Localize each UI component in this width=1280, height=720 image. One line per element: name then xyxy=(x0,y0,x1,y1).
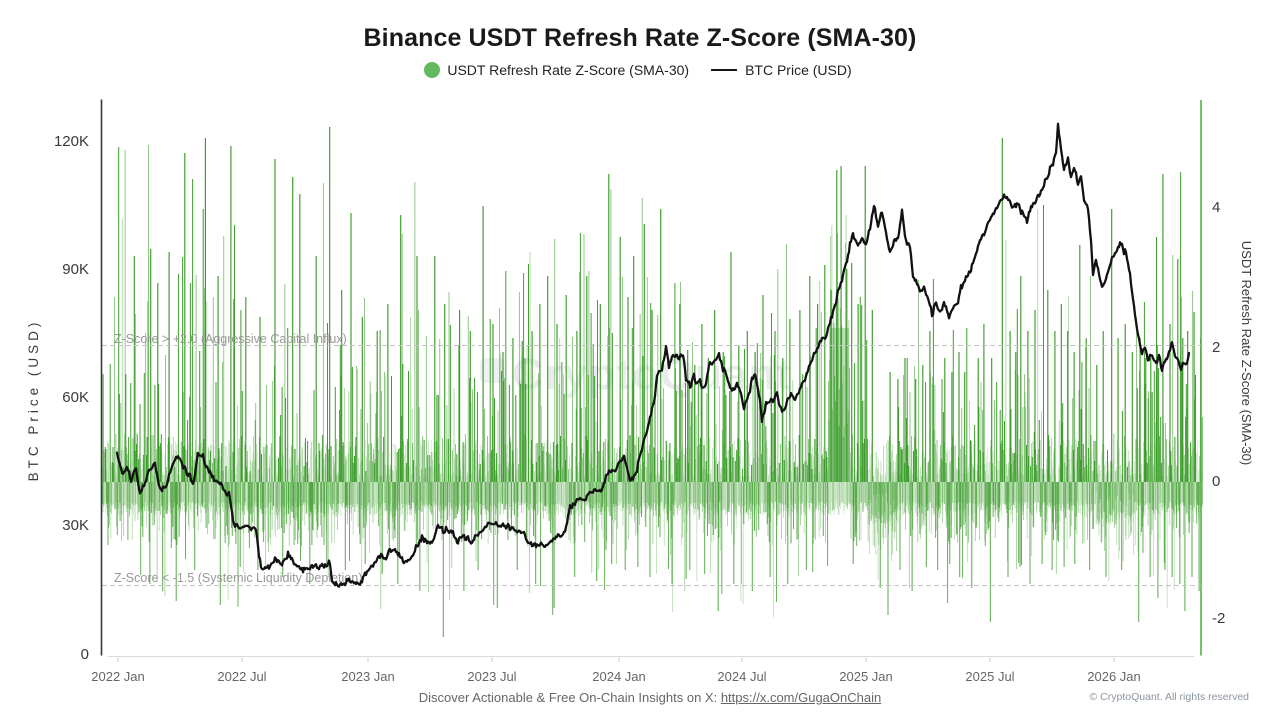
svg-text:0: 0 xyxy=(81,646,89,663)
svg-text:30K: 30K xyxy=(62,517,89,534)
svg-text:2024 Jan: 2024 Jan xyxy=(592,669,646,684)
svg-text:90K: 90K xyxy=(62,261,89,278)
svg-text:2023 Jul: 2023 Jul xyxy=(467,669,516,684)
svg-text:2025 Jan: 2025 Jan xyxy=(839,669,893,684)
svg-text:2022 Jan: 2022 Jan xyxy=(91,669,145,684)
svg-text:2: 2 xyxy=(1212,339,1220,356)
svg-text:120K: 120K xyxy=(54,133,89,150)
svg-text:0: 0 xyxy=(1212,473,1220,490)
svg-text:2025 Jul: 2025 Jul xyxy=(965,669,1014,684)
svg-text:2022 Jul: 2022 Jul xyxy=(217,669,266,684)
svg-text:Z-Score < -1.5 (Systemic Liqui: Z-Score < -1.5 (Systemic Liquidity Deple… xyxy=(114,571,362,585)
svg-text:USDT Refresh Rate Z-Score (SMA: USDT Refresh Rate Z-Score (SMA-30) xyxy=(1239,241,1254,465)
svg-text:2024 Jul: 2024 Jul xyxy=(717,669,766,684)
svg-text:2023 Jan: 2023 Jan xyxy=(341,669,395,684)
svg-text:BTC Price (USD): BTC Price (USD) xyxy=(26,319,41,482)
svg-text:2026 Jan: 2026 Jan xyxy=(1087,669,1141,684)
svg-text:Z-Score > +2.0 (Aggressive Cap: Z-Score > +2.0 (Aggressive Capital Influ… xyxy=(114,332,347,346)
svg-text:4: 4 xyxy=(1212,199,1220,216)
svg-text:-2: -2 xyxy=(1212,610,1225,627)
svg-text:60K: 60K xyxy=(62,389,89,406)
